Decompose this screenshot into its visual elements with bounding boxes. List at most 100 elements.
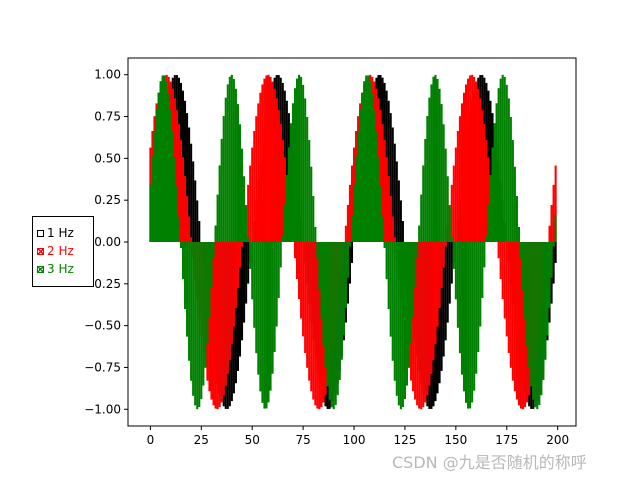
bar-3hz bbox=[536, 242, 539, 410]
bar-1hz bbox=[350, 242, 354, 263]
bar-3hz bbox=[526, 242, 529, 346]
bar-2hz bbox=[247, 184, 250, 242]
bar-2hz bbox=[524, 242, 527, 408]
bar-3hz bbox=[544, 242, 547, 360]
bar-3hz bbox=[350, 215, 354, 242]
bar-2hz bbox=[462, 92, 466, 242]
bar-3hz bbox=[210, 242, 213, 288]
y-tick-label: 0.25 bbox=[94, 193, 121, 207]
bar-3hz bbox=[222, 116, 225, 242]
bar-3hz bbox=[522, 242, 525, 290]
bar-3hz bbox=[318, 242, 321, 290]
bar-2hz bbox=[265, 75, 268, 242]
bar-2hz bbox=[511, 242, 514, 381]
bar-3hz bbox=[397, 242, 400, 406]
bar-3hz bbox=[277, 242, 280, 298]
bar-3hz bbox=[440, 104, 443, 242]
bar-2hz bbox=[306, 242, 309, 368]
bar-3hz bbox=[414, 242, 417, 288]
bar-3hz bbox=[446, 176, 449, 242]
bar-3hz bbox=[483, 242, 486, 268]
bar-2hz bbox=[304, 242, 307, 354]
bar-3hz bbox=[265, 242, 268, 409]
bar-2hz bbox=[452, 165, 455, 242]
bar-3hz bbox=[552, 242, 555, 247]
bar-2hz bbox=[432, 242, 435, 360]
bar-2hz bbox=[501, 242, 504, 300]
bar-2hz bbox=[179, 139, 182, 242]
bar-3hz bbox=[477, 242, 480, 353]
bar-2hz bbox=[507, 242, 510, 354]
y-tick-label: 1.00 bbox=[94, 68, 121, 82]
bar-2hz bbox=[387, 176, 390, 242]
bar-2hz bbox=[483, 124, 486, 242]
bar-2hz bbox=[428, 242, 431, 386]
bar-3hz bbox=[206, 242, 209, 344]
legend-item-2hz: 2 Hz bbox=[37, 243, 74, 259]
bar-3hz bbox=[538, 242, 541, 406]
bar-1hz bbox=[245, 242, 248, 304]
bar-3hz bbox=[495, 103, 498, 243]
bar-3hz bbox=[428, 97, 431, 243]
bar-3hz bbox=[365, 75, 368, 243]
bar-3hz bbox=[513, 166, 516, 242]
bar-3hz bbox=[283, 204, 286, 242]
bar-3hz bbox=[261, 242, 264, 403]
legend-label-1hz: 1 Hz bbox=[47, 226, 74, 240]
bar-2hz bbox=[450, 184, 453, 242]
bar-1hz bbox=[444, 242, 447, 341]
bar-2hz bbox=[257, 103, 260, 242]
bar-2hz bbox=[469, 75, 472, 242]
bar-3hz bbox=[501, 74, 504, 242]
bar-3hz bbox=[324, 242, 327, 368]
bar-2hz bbox=[456, 130, 459, 242]
bar-2hz bbox=[497, 242, 500, 259]
bar-1hz bbox=[399, 200, 402, 242]
bar-3hz bbox=[420, 194, 423, 242]
bar-2hz bbox=[312, 242, 315, 400]
bar-3hz bbox=[403, 242, 406, 400]
bar-2hz bbox=[283, 157, 286, 242]
y-axis: 1.000.750.500.250.00−0.25−0.50−0.75−1.00 bbox=[84, 68, 128, 416]
bar-2hz bbox=[350, 165, 354, 242]
bar-2hz bbox=[308, 242, 311, 381]
bar-3hz bbox=[249, 242, 252, 269]
bar-2hz bbox=[383, 139, 386, 242]
bar-2hz bbox=[269, 76, 272, 243]
bar-3hz bbox=[316, 242, 319, 259]
bar-3hz bbox=[355, 156, 358, 242]
bar-3hz bbox=[336, 242, 339, 396]
bar-2hz bbox=[238, 242, 242, 268]
bar-2hz bbox=[418, 242, 421, 409]
bar-3hz bbox=[475, 242, 478, 374]
y-tick-label: 0.50 bbox=[94, 151, 121, 165]
bar-3hz bbox=[460, 242, 464, 375]
bar-3hz bbox=[438, 88, 441, 242]
bar-2hz bbox=[424, 242, 427, 403]
bar-2hz bbox=[277, 110, 280, 243]
bar-1hz bbox=[393, 143, 396, 242]
bar-3hz bbox=[375, 131, 378, 242]
bar-3hz bbox=[540, 242, 543, 396]
bar-2hz bbox=[216, 242, 219, 410]
bar-2hz bbox=[485, 139, 488, 242]
bar-2hz bbox=[420, 242, 423, 410]
bar-2hz bbox=[279, 124, 282, 242]
bar-2hz bbox=[275, 98, 278, 242]
bar-3hz bbox=[214, 225, 217, 242]
bar-2hz bbox=[263, 78, 266, 242]
bar-3hz bbox=[308, 140, 311, 242]
bar-3hz bbox=[320, 242, 323, 319]
bar-2hz bbox=[234, 242, 237, 308]
bar-2hz bbox=[232, 242, 235, 327]
bar-3hz bbox=[395, 242, 398, 396]
bar-1hz bbox=[241, 242, 244, 341]
bar-2hz bbox=[519, 242, 523, 409]
bar-2hz bbox=[261, 84, 264, 242]
bar-2hz bbox=[298, 242, 301, 300]
bar-3hz bbox=[534, 242, 537, 408]
bar-1hz bbox=[186, 113, 189, 242]
bar-3hz bbox=[163, 75, 166, 242]
bar-3hz bbox=[448, 206, 451, 242]
